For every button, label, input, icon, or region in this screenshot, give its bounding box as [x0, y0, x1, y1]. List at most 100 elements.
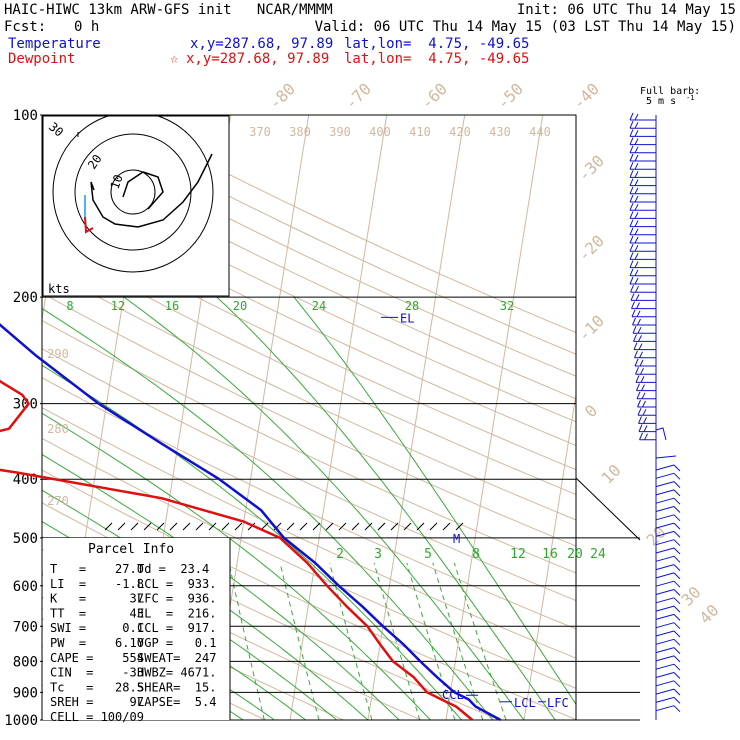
barb-key: Full barb:5 m s -1 [640, 86, 700, 107]
wind-barb-flag [629, 211, 634, 219]
dewpoint-latlon: lat,lon= 4.75, -49.65 [344, 51, 530, 67]
hodograph-ring-label: 20 [85, 152, 105, 172]
wind-barb-flag [633, 334, 637, 342]
barb-key-label: Full barb: [640, 86, 700, 97]
parcel-info-box: Parcel Info T = 27.0Td = 23.4LI = -1.8LCL… [43, 538, 231, 724]
wind-barb-low [655, 638, 675, 645]
pressure-label-800: 800 [13, 654, 38, 670]
wind-barb-low-flag [673, 680, 681, 688]
hatch-mark [442, 522, 451, 531]
theta-e-label-16: 16 [165, 299, 179, 313]
wind-barb-flag [634, 130, 639, 137]
wind-barb-low-flag [673, 547, 681, 555]
parcel-row-left: K = 37 [50, 592, 144, 606]
wind-barb-low-flag [673, 472, 681, 480]
wind-barb-low [655, 622, 675, 629]
isotherm [602, 115, 699, 720]
wind-barb-flag [629, 186, 634, 194]
wind-barb-low-flag [673, 589, 681, 596]
el-label: EL [400, 311, 414, 325]
hatch-mark [455, 522, 464, 531]
wind-barb-light [655, 455, 677, 459]
pressure-label-900: 900 [13, 685, 38, 701]
temp-label-0: 0 [581, 401, 601, 421]
wind-barb-flag [629, 153, 634, 162]
hatch-mark [351, 522, 360, 531]
mixing-ratio-label-5: 5 [424, 547, 432, 562]
wind-barb-low-flag [673, 697, 681, 704]
temperature-latlon: lat,lon= 4.75, -49.65 [344, 36, 530, 52]
theta-e-label-28: 28 [405, 299, 419, 313]
dewpoint-location: x,y=287.68, 97.89 [186, 51, 330, 67]
wind-barb-flag [639, 432, 643, 440]
wind-barb-flag [640, 376, 645, 383]
wind-barb-flag [629, 145, 634, 153]
hatch-mark [208, 522, 217, 531]
wind-barb-low [655, 580, 675, 587]
parcel-row-right: LCL = 933. [137, 577, 216, 591]
wind-barb-flag [629, 194, 634, 203]
wind-barb-flag [629, 227, 634, 235]
hatch-mark [143, 522, 152, 531]
temp-label--70: -70 [341, 79, 375, 113]
dry-adiabat [42, 265, 576, 521]
wind-barb-flag [634, 220, 639, 227]
wind-barb-flag [629, 121, 634, 129]
wind-barb-flag [644, 433, 648, 441]
theta-e-label-32: 32 [500, 299, 514, 313]
wind-barb-flag [634, 171, 639, 178]
theta-label-390: 390 [329, 125, 351, 139]
wind-barb-low [655, 547, 675, 554]
dry-adiabat [42, 239, 576, 496]
wind-barb-low [655, 514, 675, 521]
parcel-row-left: SWI = 0.1 [50, 621, 144, 635]
wind-barb-low [655, 663, 675, 670]
wind-barb-low-flag [673, 605, 681, 613]
wind-barb-flag [636, 302, 640, 309]
wind-barb-flag [635, 367, 639, 375]
temp-label--80: -80 [265, 79, 299, 113]
dry-adiabat [42, 142, 576, 400]
wind-barb-low [655, 613, 675, 620]
hodograph-trace [90, 153, 213, 228]
isotherm [367, 115, 466, 720]
wind-barb-low [655, 506, 675, 512]
dry-adiabat [42, 348, 576, 602]
wind-barb-flag [634, 179, 639, 186]
wind-barb-low-flag [673, 522, 681, 530]
wind-barb-low [655, 705, 675, 712]
parcel-row-right: HWBZ= 4671. [137, 666, 216, 680]
wind-barb-light [655, 427, 667, 441]
wind-barb-flag [629, 244, 634, 252]
hodograph-surface-segment [84, 216, 94, 234]
wind-barb-flag [629, 268, 634, 276]
temp-label--30: -30 [574, 151, 608, 185]
wind-barb-flag [638, 424, 643, 432]
hatch-mark [234, 522, 243, 531]
hatch-mark [117, 522, 126, 531]
hodograph-frame [42, 115, 230, 297]
dewpoint-star-icon: ☆ [170, 51, 179, 67]
m-label: M [453, 532, 460, 546]
parcel-row-left: PW = 6.10 [50, 636, 144, 650]
wind-barb-flag [629, 203, 634, 211]
parcel-row-left: LI = -1.8 [50, 577, 144, 591]
wind-barb-low [655, 489, 675, 496]
wind-barb-low [655, 647, 675, 654]
ccl-label: CCL [442, 688, 464, 702]
wind-barb-flag [642, 408, 647, 416]
pressure-label-100: 100 [13, 108, 38, 124]
dry-adiabat [42, 118, 576, 377]
wind-barb-flag [643, 417, 647, 424]
mixing-ratio-label-2: 2 [336, 547, 344, 562]
pressure-label-700: 700 [13, 619, 38, 635]
sounding-traces [0, 323, 502, 722]
wind-barb-flag [634, 121, 639, 129]
hatch-mark [247, 522, 256, 531]
mixing-ratio-line [453, 562, 507, 720]
hatch-mark [390, 522, 399, 531]
temperature-legend: Temperature [8, 36, 101, 52]
wind-barb-low [655, 522, 675, 529]
wind-barb-flag [638, 416, 642, 424]
